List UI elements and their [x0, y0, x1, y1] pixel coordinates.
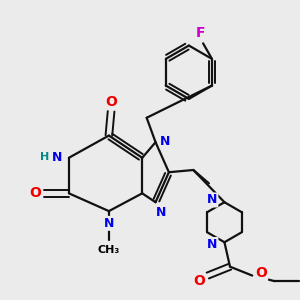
Text: F: F	[196, 26, 206, 40]
Text: CH₃: CH₃	[98, 245, 120, 255]
Text: N: N	[160, 135, 171, 148]
Text: O: O	[30, 186, 41, 200]
Text: N: N	[207, 194, 217, 206]
Text: O: O	[105, 95, 117, 109]
Text: O: O	[255, 266, 267, 280]
Text: N: N	[156, 206, 166, 219]
Text: N: N	[104, 217, 114, 230]
Text: N: N	[207, 238, 217, 251]
Text: N: N	[52, 151, 62, 164]
Text: H: H	[40, 152, 49, 162]
Text: O: O	[193, 274, 205, 288]
